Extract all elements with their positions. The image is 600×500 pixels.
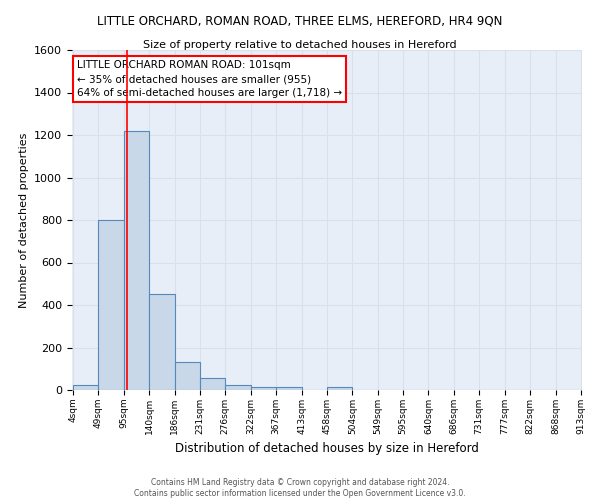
Bar [327,387,352,390]
Text: LITTLE ORCHARD, ROMAN ROAD, THREE ELMS, HEREFORD, HR4 9QN: LITTLE ORCHARD, ROMAN ROAD, THREE ELMS, … [97,15,503,28]
Y-axis label: Number of detached properties: Number of detached properties [19,132,29,308]
Bar [175,362,200,390]
Bar [124,130,149,390]
Bar [251,387,276,390]
Bar [200,378,225,390]
Bar [225,384,251,390]
Bar [98,220,124,390]
Bar [149,294,175,390]
X-axis label: Distribution of detached houses by size in Hereford: Distribution of detached houses by size … [175,442,479,456]
Text: Contains HM Land Registry data © Crown copyright and database right 2024.
Contai: Contains HM Land Registry data © Crown c… [134,478,466,498]
Text: Size of property relative to detached houses in Hereford: Size of property relative to detached ho… [143,40,457,50]
Bar [276,387,302,390]
Bar [73,384,98,390]
Text: LITTLE ORCHARD ROMAN ROAD: 101sqm
← 35% of detached houses are smaller (955)
64%: LITTLE ORCHARD ROMAN ROAD: 101sqm ← 35% … [77,60,342,98]
